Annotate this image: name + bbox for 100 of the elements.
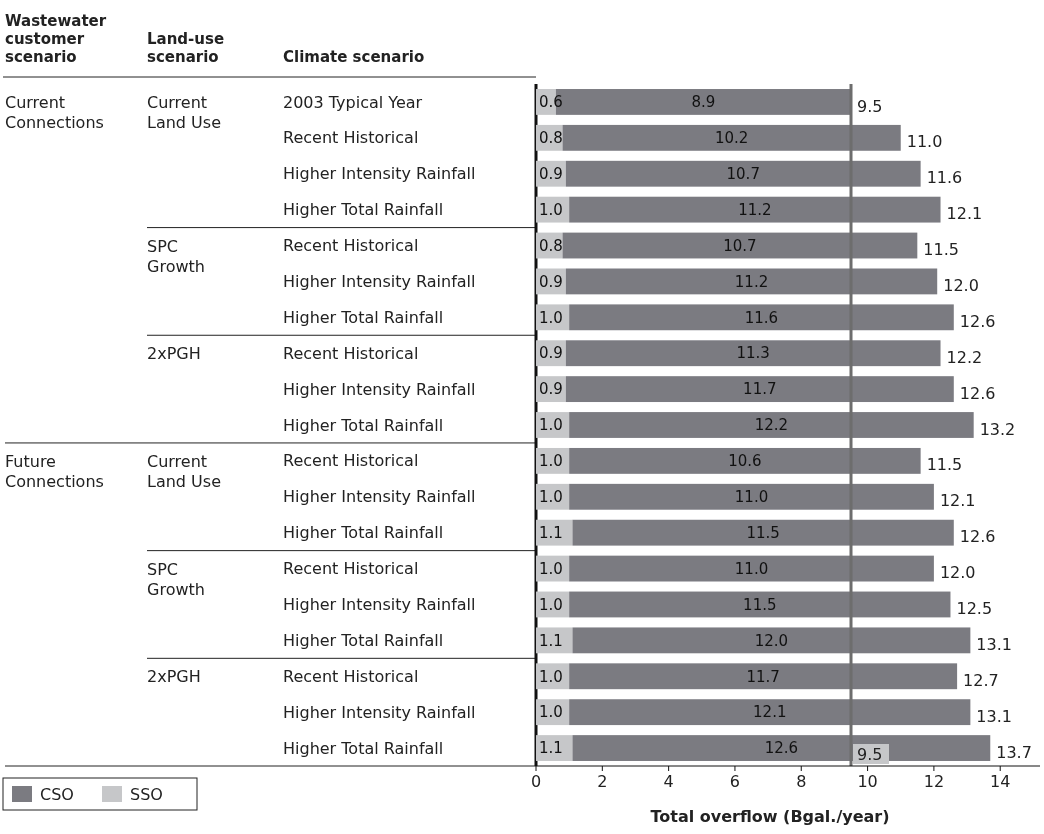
y-tick-label: Recent Historical	[283, 128, 419, 148]
bar	[569, 555, 934, 582]
y-tick-label: Recent Historical	[283, 451, 419, 471]
bar	[569, 663, 958, 690]
bar	[572, 627, 971, 654]
legend-label: CSO	[40, 784, 74, 804]
y-tick-label: Higher Total Rainfall	[283, 738, 444, 758]
bar	[572, 519, 954, 546]
bar	[569, 196, 941, 223]
total-label: 12.0	[943, 276, 979, 296]
data-label: 0.9	[539, 272, 563, 291]
x-tick-label: 10	[857, 772, 878, 791]
y-axis-title: Climate scenario	[283, 48, 425, 66]
y-tick-label: Higher Intensity Rainfall	[283, 487, 476, 507]
bar	[536, 627, 573, 654]
total-label: 12.5	[956, 599, 993, 619]
data-label: 10.6	[728, 452, 762, 471]
x-tick-label: 12	[923, 772, 945, 791]
data-label: 1.0	[539, 488, 563, 507]
text: 2xPGH	[147, 667, 201, 687]
text: Current Land Use	[147, 451, 221, 491]
y-tick-label: Higher Intensity Rainfall	[283, 272, 476, 292]
y-tick-label: Higher Intensity Rainfall	[283, 702, 476, 722]
data-label: 0.8	[539, 129, 563, 148]
x-tick-label: 6	[729, 772, 741, 791]
data-label: 11.5	[743, 595, 777, 614]
bar	[569, 304, 954, 331]
data-label: 11.6	[744, 308, 779, 327]
data-label: 1.0	[539, 200, 563, 219]
data-label: 1.0	[539, 416, 563, 435]
y-tick-label: 2003 Typical Year	[283, 92, 423, 112]
total-label: 12.6	[959, 383, 996, 403]
bar	[565, 376, 954, 403]
x-axis-title: Total overflow (Bgal./year)	[650, 807, 890, 826]
x-tick-label: 4	[663, 772, 674, 791]
x-tick-label: 14	[990, 772, 1011, 791]
total-label: 11.5	[923, 240, 959, 260]
y-tick-label: Recent Historical	[283, 666, 419, 686]
bar	[569, 412, 974, 438]
y-tick-label: Higher Total Rainfall	[283, 523, 444, 543]
data-label: 1.1	[539, 739, 563, 758]
total-label: 13.1	[976, 634, 1012, 654]
bar	[569, 447, 921, 474]
data-label: 11.7	[743, 380, 777, 399]
text: Land-use scenario	[147, 30, 225, 66]
data-label: 0.6	[539, 93, 563, 112]
bar	[536, 519, 573, 546]
legend-label: SSO	[130, 784, 163, 804]
total-label: 12.1	[939, 491, 976, 511]
bar	[562, 124, 901, 151]
y-tick-label: Higher Total Rainfall	[283, 415, 444, 435]
total-label: 9.5	[857, 96, 883, 116]
bar	[565, 160, 921, 187]
total-label: 12.1	[946, 204, 983, 224]
data-label: 11.7	[746, 667, 780, 686]
total-label: 11.6	[926, 168, 963, 188]
data-label: 10.7	[723, 236, 757, 255]
total-label: 13.2	[979, 419, 1016, 439]
total-label: 12.6	[959, 311, 996, 331]
data-label: 1.0	[539, 559, 563, 578]
data-label: 11.3	[736, 344, 770, 363]
total-label: 11.0	[906, 132, 943, 152]
bar	[565, 268, 938, 295]
y-tick-label: Recent Historical	[283, 236, 419, 256]
text: Future Connections	[5, 451, 104, 491]
total-label: 12.2	[946, 347, 983, 367]
data-label: 11.0	[734, 559, 769, 578]
text: SPC Growth	[147, 559, 205, 599]
data-label: 12.0	[754, 631, 789, 650]
bar	[536, 735, 573, 761]
total-label: 13.1	[976, 706, 1012, 726]
x-tick-label: 8	[796, 772, 807, 791]
data-label: 1.0	[539, 703, 563, 722]
x-tick-label: 2	[597, 772, 608, 791]
data-label: 10.7	[726, 164, 760, 183]
total-label: 13.7	[996, 742, 1032, 762]
data-label: 1.0	[539, 452, 563, 471]
y-tick-label: Higher Total Rainfall	[283, 307, 444, 327]
data-label: 1.0	[539, 595, 563, 614]
bar	[569, 591, 951, 618]
text: Wastewater customer scenario	[5, 12, 107, 66]
total-label: 12.7	[963, 670, 999, 690]
data-label: 11.0	[734, 488, 769, 507]
ref-line-label: 9.5	[857, 744, 883, 764]
y-tick-label: Recent Historical	[283, 343, 419, 363]
text: Current Connections	[5, 92, 104, 132]
y-tick-label: Higher Total Rainfall	[283, 630, 444, 650]
text: Current Land Use	[147, 92, 221, 132]
data-label: 0.8	[539, 236, 563, 255]
data-label: 1.1	[539, 631, 563, 650]
x-tick-label: 0	[530, 772, 542, 791]
data-label: 11.5	[746, 523, 780, 542]
y-tick-label: Higher Intensity Rainfall	[283, 379, 476, 399]
data-label: 0.9	[539, 344, 563, 363]
data-label: 1.1	[539, 523, 563, 542]
text: 2xPGH	[147, 344, 201, 364]
bar	[565, 340, 941, 367]
y-tick-label: Higher Intensity Rainfall	[283, 595, 476, 615]
bar	[569, 483, 934, 510]
data-label: 0.9	[539, 164, 563, 183]
